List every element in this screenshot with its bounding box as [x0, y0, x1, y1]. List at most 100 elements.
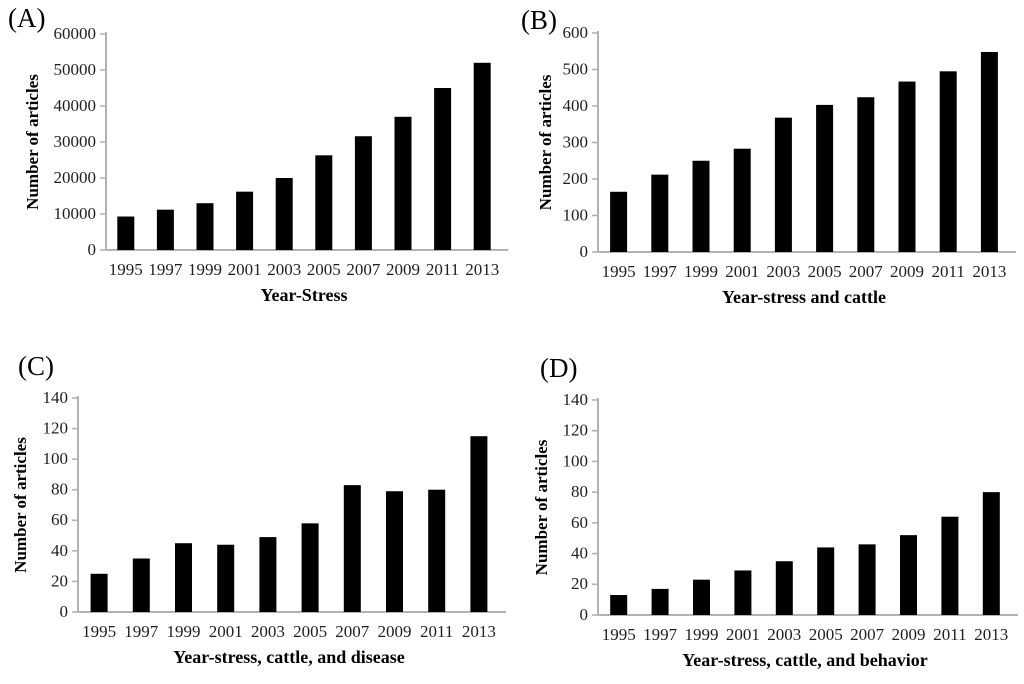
- bar-1999: [693, 579, 710, 615]
- y-axis-title: Number of articles: [11, 437, 30, 573]
- bar-2007: [354, 136, 372, 250]
- x-tick-label: 2011: [426, 260, 459, 279]
- bar-1997: [156, 209, 174, 250]
- bar-2003: [775, 561, 793, 615]
- y-tick-label: 10000: [54, 204, 97, 223]
- chart-panel-c: (C) 0 20 40 60 80 100 120 140 1995 1997 1999 2001 200…: [11, 351, 506, 667]
- x-tick-label: 2009: [386, 260, 420, 279]
- x-tick-label: 2007: [335, 622, 370, 641]
- x-tick-label: 2013: [972, 262, 1006, 281]
- x-tick-label: 2013: [465, 260, 499, 279]
- panel-letter: (C): [18, 351, 54, 381]
- x-tick-label: 2013: [974, 625, 1008, 644]
- y-axis-title: Number of articles: [536, 74, 555, 210]
- y-tick-label: 60: [51, 510, 68, 529]
- x-tick-label: 1997: [124, 622, 159, 641]
- x-tick-label: 1995: [602, 262, 636, 281]
- x-tick-label: 2003: [766, 262, 800, 281]
- y-tick-label: 40000: [54, 96, 97, 115]
- panel-letter: (B): [521, 5, 557, 35]
- bar-2005: [301, 523, 319, 612]
- y-tick-label: 120: [43, 418, 69, 437]
- chart-panel-d: (D) 0 20 40 60 80 100 120 140 1995 1997 1999 2001 200…: [532, 353, 1018, 670]
- bar-2009: [394, 116, 412, 250]
- bar-2011: [941, 516, 959, 615]
- bar-2007: [858, 544, 876, 615]
- x-tick-label: 2009: [890, 262, 924, 281]
- x-tick-label: 1997: [643, 625, 678, 644]
- y-tick-label: 40: [51, 541, 68, 560]
- bar-2009: [900, 535, 917, 615]
- x-tick-label: 2005: [307, 260, 341, 279]
- bar-2007: [343, 485, 361, 612]
- y-tick-label: 400: [563, 96, 589, 115]
- x-tick-label: 2001: [726, 625, 760, 644]
- y-tick-label: 500: [563, 59, 589, 78]
- panel-b: (B) 0 100 200 300 400 500 600 1995 1997 1999 2001 20…: [512, 0, 1024, 342]
- x-tick-label: 1999: [167, 622, 201, 641]
- bar-2001: [217, 544, 235, 612]
- panel-c: (C) 0 20 40 60 80 100 120 140 1995 1997 1999 2001 200…: [0, 342, 512, 684]
- y-tick-label: 100: [43, 449, 69, 468]
- panel-letter: (D): [540, 353, 577, 383]
- x-tick-label: 1997: [643, 262, 678, 281]
- y-tick-label: 300: [563, 132, 589, 151]
- bar-1999: [692, 160, 710, 252]
- x-tick-label: 2001: [209, 622, 243, 641]
- x-tick-label: 1999: [684, 262, 718, 281]
- x-tick-label: 2009: [378, 622, 412, 641]
- y-tick-label: 100: [563, 451, 589, 470]
- x-tick-label: 2007: [346, 260, 381, 279]
- x-tick-label: 2009: [892, 625, 926, 644]
- y-tick-label: 40: [571, 543, 588, 562]
- x-tick-label: 2011: [420, 622, 453, 641]
- x-axis-title: Year-stress and cattle: [722, 287, 886, 307]
- y-tick-label: 140: [43, 388, 69, 407]
- x-tick-label: 2007: [849, 262, 884, 281]
- x-tick-label: 2003: [767, 625, 801, 644]
- chart-panel-a: (A) 0 10000 20000 30000 40000 50000 60000 1995 19…: [8, 3, 508, 305]
- y-tick-label: 0: [60, 602, 69, 621]
- bar-2011: [939, 71, 957, 252]
- chart-panel-b: (B) 0 100 200 300 400 500 600 1995 1997 1999 2001 20…: [521, 5, 1016, 307]
- x-tick-label: 1995: [602, 625, 636, 644]
- x-tick-label: 2005: [293, 622, 327, 641]
- x-axis-title: Year-stress, cattle, and disease: [173, 647, 404, 667]
- bar-2013: [473, 62, 491, 250]
- x-tick-label: 2007: [850, 625, 885, 644]
- x-tick-label: 2005: [808, 262, 842, 281]
- bar-1999: [175, 543, 192, 612]
- y-tick-label: 20: [571, 574, 588, 593]
- bar-1995: [90, 573, 108, 612]
- y-tick-label: 30000: [54, 132, 97, 151]
- bar-2013: [470, 436, 488, 612]
- y-tick-label: 0: [88, 240, 97, 259]
- x-tick-label: 2003: [267, 260, 301, 279]
- bar-1995: [610, 595, 628, 615]
- x-tick-label: 1999: [685, 625, 719, 644]
- bar-1995: [610, 191, 628, 252]
- x-tick-label: 1999: [188, 260, 222, 279]
- bar-1995: [117, 216, 135, 250]
- y-tick-label: 0: [580, 242, 589, 261]
- y-tick-label: 20: [51, 571, 68, 590]
- y-axis-title: Number of articles: [23, 74, 42, 210]
- y-axis-title: Number of articles: [532, 439, 551, 575]
- x-tick-label: 1995: [82, 622, 116, 641]
- bar-2009: [386, 491, 403, 612]
- x-tick-label: 1995: [109, 260, 143, 279]
- x-tick-label: 2011: [932, 262, 965, 281]
- y-tick-label: 20000: [54, 168, 97, 187]
- y-tick-label: 600: [563, 23, 589, 42]
- x-tick-label: 2013: [462, 622, 496, 641]
- bar-2001: [734, 570, 752, 615]
- y-tick-label: 200: [563, 169, 589, 188]
- y-tick-label: 140: [563, 390, 589, 409]
- y-tick-label: 50000: [54, 60, 97, 79]
- panel-d: (D) 0 20 40 60 80 100 120 140 1995 1997 1999 2001 200…: [512, 342, 1024, 684]
- x-tick-label: 2001: [228, 260, 262, 279]
- bar-2011: [434, 88, 452, 250]
- bar-2005: [817, 547, 835, 615]
- bar-2003: [275, 178, 293, 250]
